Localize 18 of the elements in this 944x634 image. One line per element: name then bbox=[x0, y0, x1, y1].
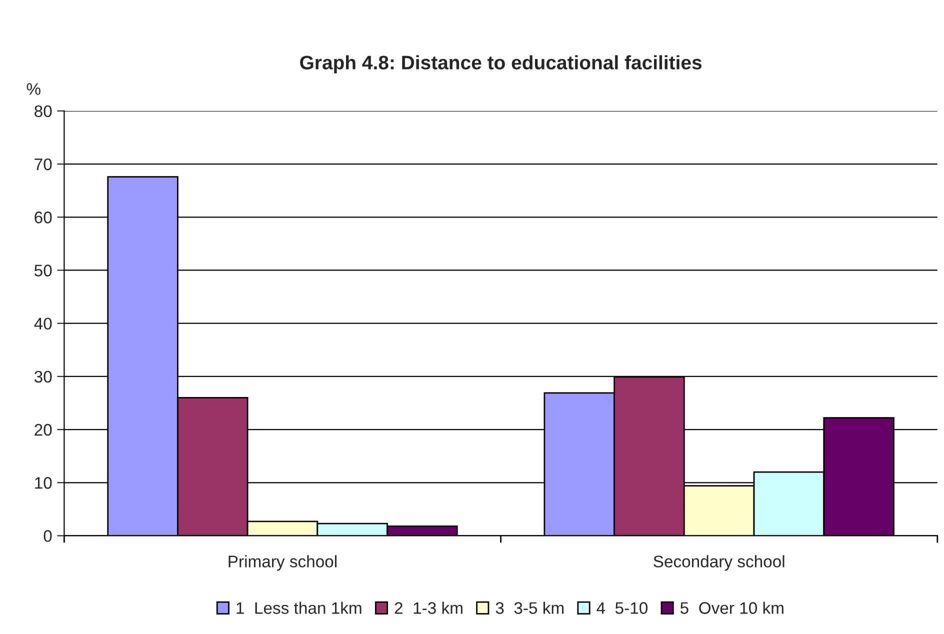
y-axis-title: % bbox=[26, 83, 40, 95]
x-tick-label: Primary school bbox=[228, 555, 336, 571]
y-tick-label: 30 bbox=[34, 370, 52, 383]
y-tick-label: 70 bbox=[34, 158, 52, 170]
y-tick-label: 60 bbox=[34, 212, 52, 224]
y-tick-label: 80 bbox=[34, 105, 52, 118]
y-tick-label: 10 bbox=[35, 477, 52, 489]
y-tick-label: 20 bbox=[34, 424, 52, 436]
legend-label: 4 5-10 bbox=[596, 602, 648, 614]
legend-label: 2 1-3 km bbox=[394, 602, 462, 614]
y-tick-label: 50 bbox=[34, 264, 52, 276]
x-tick-label: Secondary school bbox=[654, 555, 784, 571]
y-tick-label: 0 bbox=[44, 530, 52, 542]
chart-title: Graph 4.8: Distance to educational facilities bbox=[300, 55, 702, 74]
y-tick-label: 40 bbox=[34, 318, 52, 330]
legend-label: 1 Less than 1km bbox=[236, 602, 362, 614]
legend-label: 3 3-5 km bbox=[496, 602, 564, 614]
legend-label: 5 Over 10 km bbox=[680, 602, 784, 614]
